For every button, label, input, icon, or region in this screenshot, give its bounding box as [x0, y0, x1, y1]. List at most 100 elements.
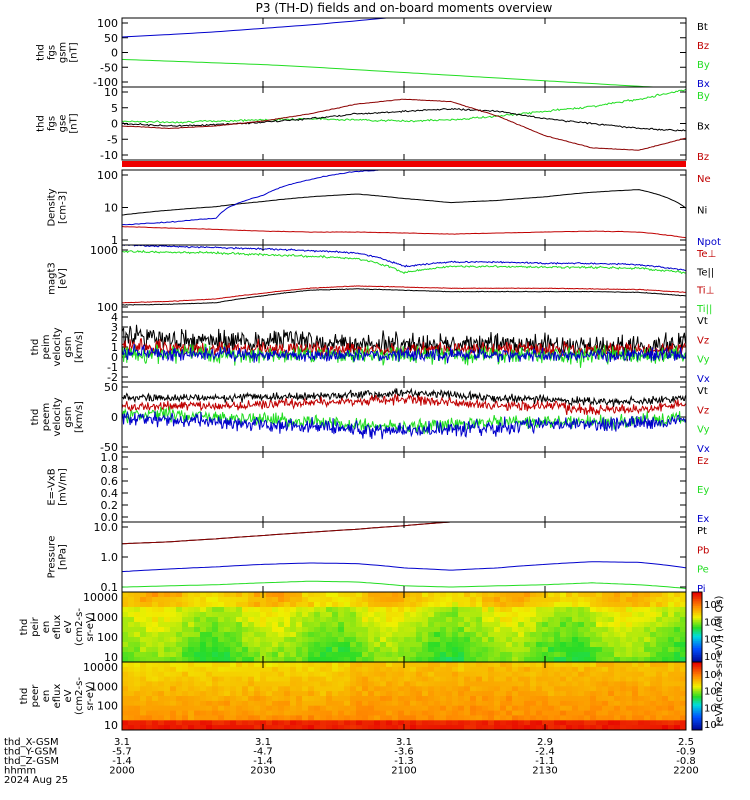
heatmap-cell — [218, 676, 225, 683]
heatmap-cell — [572, 720, 579, 726]
heatmap-cell — [320, 710, 327, 717]
heatmap-cell — [386, 671, 393, 678]
heatmap-cell — [590, 612, 597, 618]
footer-label: thd_Y-GSM — [4, 747, 57, 758]
heatmap-cell — [416, 676, 423, 683]
heatmap-cell — [146, 715, 153, 721]
heatmap-cell — [254, 607, 261, 613]
heatmap-cell — [260, 622, 267, 628]
heatmap-cell — [344, 705, 351, 712]
heatmap-cell — [530, 602, 537, 608]
heatmap-cell — [392, 632, 399, 638]
heatmap-cell — [200, 592, 207, 598]
heatmap-cell — [464, 627, 471, 633]
heatmap-cell — [230, 691, 237, 697]
heatmap-cell — [272, 642, 279, 648]
heatmap-cell — [374, 632, 381, 638]
heatmap-cell — [278, 700, 285, 707]
heatmap-cell — [434, 632, 441, 638]
heatmap-cell — [524, 602, 531, 608]
heatmap-cell — [392, 686, 399, 692]
heatmap-cell — [302, 696, 309, 702]
series-line-te — [122, 288, 686, 306]
heatmap-cell — [506, 666, 513, 673]
heatmap-cell — [500, 725, 507, 730]
heatmap-cell — [302, 681, 309, 687]
heatmap-cell — [254, 676, 261, 683]
heatmap-cell — [140, 617, 147, 623]
heatmap-cell — [248, 652, 255, 658]
heatmap-cell — [164, 671, 171, 678]
heatmap-cell — [464, 671, 471, 678]
heatmap-cell — [236, 612, 243, 618]
heatmap-cell — [392, 617, 399, 623]
heatmap-cell — [266, 652, 273, 658]
heatmap-cell — [236, 710, 243, 717]
heatmap-cell — [272, 627, 279, 633]
heatmap-cell — [674, 592, 681, 598]
heatmap-cell — [452, 662, 459, 668]
colorbar-cell — [692, 677, 702, 680]
heatmap-cell — [410, 710, 417, 717]
heatmap-cell — [170, 681, 177, 687]
heatmap-cell — [524, 666, 531, 673]
heatmap-cell — [506, 657, 513, 662]
heatmap-cell — [350, 671, 357, 678]
heatmap-cell — [656, 662, 663, 668]
heatmap-cell — [608, 662, 615, 668]
heatmap-cell — [380, 647, 387, 653]
heatmap-cell — [344, 627, 351, 633]
heatmap-cell — [452, 647, 459, 653]
heatmap-cell — [674, 647, 681, 653]
colorbar-cell — [692, 614, 702, 618]
heatmap-cell — [386, 662, 393, 668]
heatmap-cell — [164, 607, 171, 613]
heatmap-cell — [188, 725, 195, 730]
heatmap-cell — [572, 607, 579, 613]
heatmap-cell — [182, 705, 189, 712]
heatmap-cell — [548, 657, 555, 662]
colorbar-cell — [692, 642, 702, 646]
heatmap-cell — [260, 612, 267, 618]
heatmap-cell — [530, 710, 537, 717]
heatmap-cell — [254, 671, 261, 678]
heatmap-cell — [584, 671, 591, 678]
heatmap-cell — [242, 662, 249, 668]
heatmap-cell — [392, 696, 399, 702]
heatmap-cell — [326, 681, 333, 687]
heatmap-cell — [290, 715, 297, 721]
footer-label: thd_X-GSM — [4, 737, 59, 748]
heatmap-cell — [188, 715, 195, 721]
heatmap-cell — [422, 686, 429, 692]
heatmap-cell — [128, 637, 135, 643]
heatmap-cell — [152, 666, 159, 673]
heatmap-cell — [668, 696, 675, 702]
series-line-ti — [122, 285, 686, 304]
heatmap-cell — [158, 637, 165, 643]
heatmap-cell — [518, 597, 525, 603]
heatmap-cell — [230, 647, 237, 653]
heatmap-cell — [146, 592, 153, 598]
heatmap-cell — [284, 671, 291, 678]
heatmap-cell — [500, 642, 507, 648]
heatmap-cell — [584, 627, 591, 633]
heatmap-cell — [278, 657, 285, 662]
heatmap-cell — [656, 671, 663, 678]
heatmap-cell — [164, 602, 171, 608]
heatmap-cell — [536, 597, 543, 603]
heatmap-cell — [470, 657, 477, 662]
heatmap-cell — [182, 666, 189, 673]
heatmap-cell — [500, 662, 507, 668]
heatmap-cell — [272, 710, 279, 717]
heatmap-cell — [470, 725, 477, 730]
heatmap-cell — [254, 592, 261, 598]
heatmap-cell — [518, 715, 525, 721]
heatmap-cell — [350, 607, 357, 613]
heatmap-cell — [668, 622, 675, 628]
heatmap-cell — [302, 676, 309, 683]
heatmap-cell — [608, 612, 615, 618]
heatmap-cell — [218, 696, 225, 702]
heatmap-cell — [182, 597, 189, 603]
heatmap-cell — [650, 642, 657, 648]
